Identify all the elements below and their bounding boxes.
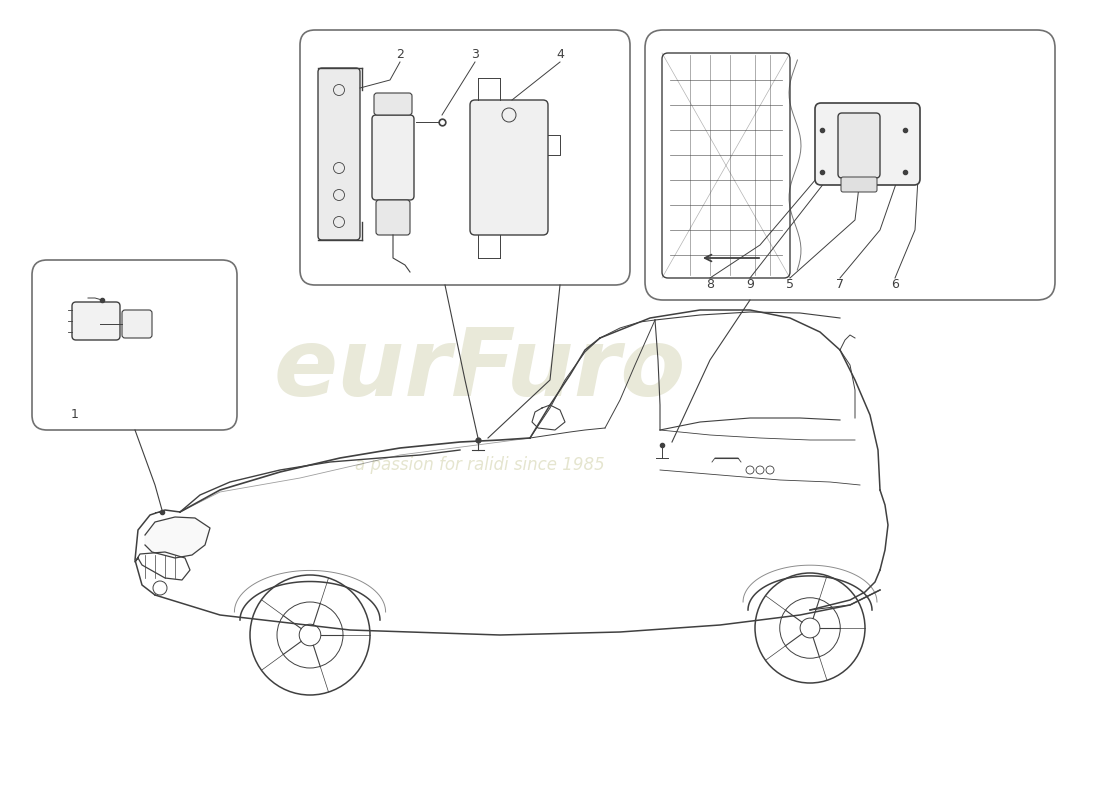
FancyBboxPatch shape [72, 302, 120, 340]
Text: 1: 1 [72, 409, 79, 422]
Text: 3: 3 [471, 49, 478, 62]
Text: 7: 7 [836, 278, 844, 291]
FancyBboxPatch shape [815, 103, 920, 185]
FancyBboxPatch shape [470, 100, 548, 235]
FancyBboxPatch shape [372, 115, 414, 200]
Text: 2: 2 [396, 49, 404, 62]
Text: 5: 5 [786, 278, 794, 291]
Polygon shape [145, 517, 210, 558]
Text: eurFuro: eurFuro [274, 324, 686, 416]
Text: 8: 8 [706, 278, 714, 291]
Text: 9: 9 [746, 278, 754, 291]
FancyBboxPatch shape [374, 93, 412, 115]
FancyBboxPatch shape [842, 177, 877, 192]
FancyBboxPatch shape [318, 68, 360, 240]
Text: 4: 4 [557, 49, 564, 62]
FancyBboxPatch shape [376, 200, 410, 235]
Text: 6: 6 [891, 278, 899, 291]
FancyBboxPatch shape [838, 113, 880, 178]
FancyBboxPatch shape [122, 310, 152, 338]
Text: a passion for ralidi since 1985: a passion for ralidi since 1985 [355, 456, 605, 474]
